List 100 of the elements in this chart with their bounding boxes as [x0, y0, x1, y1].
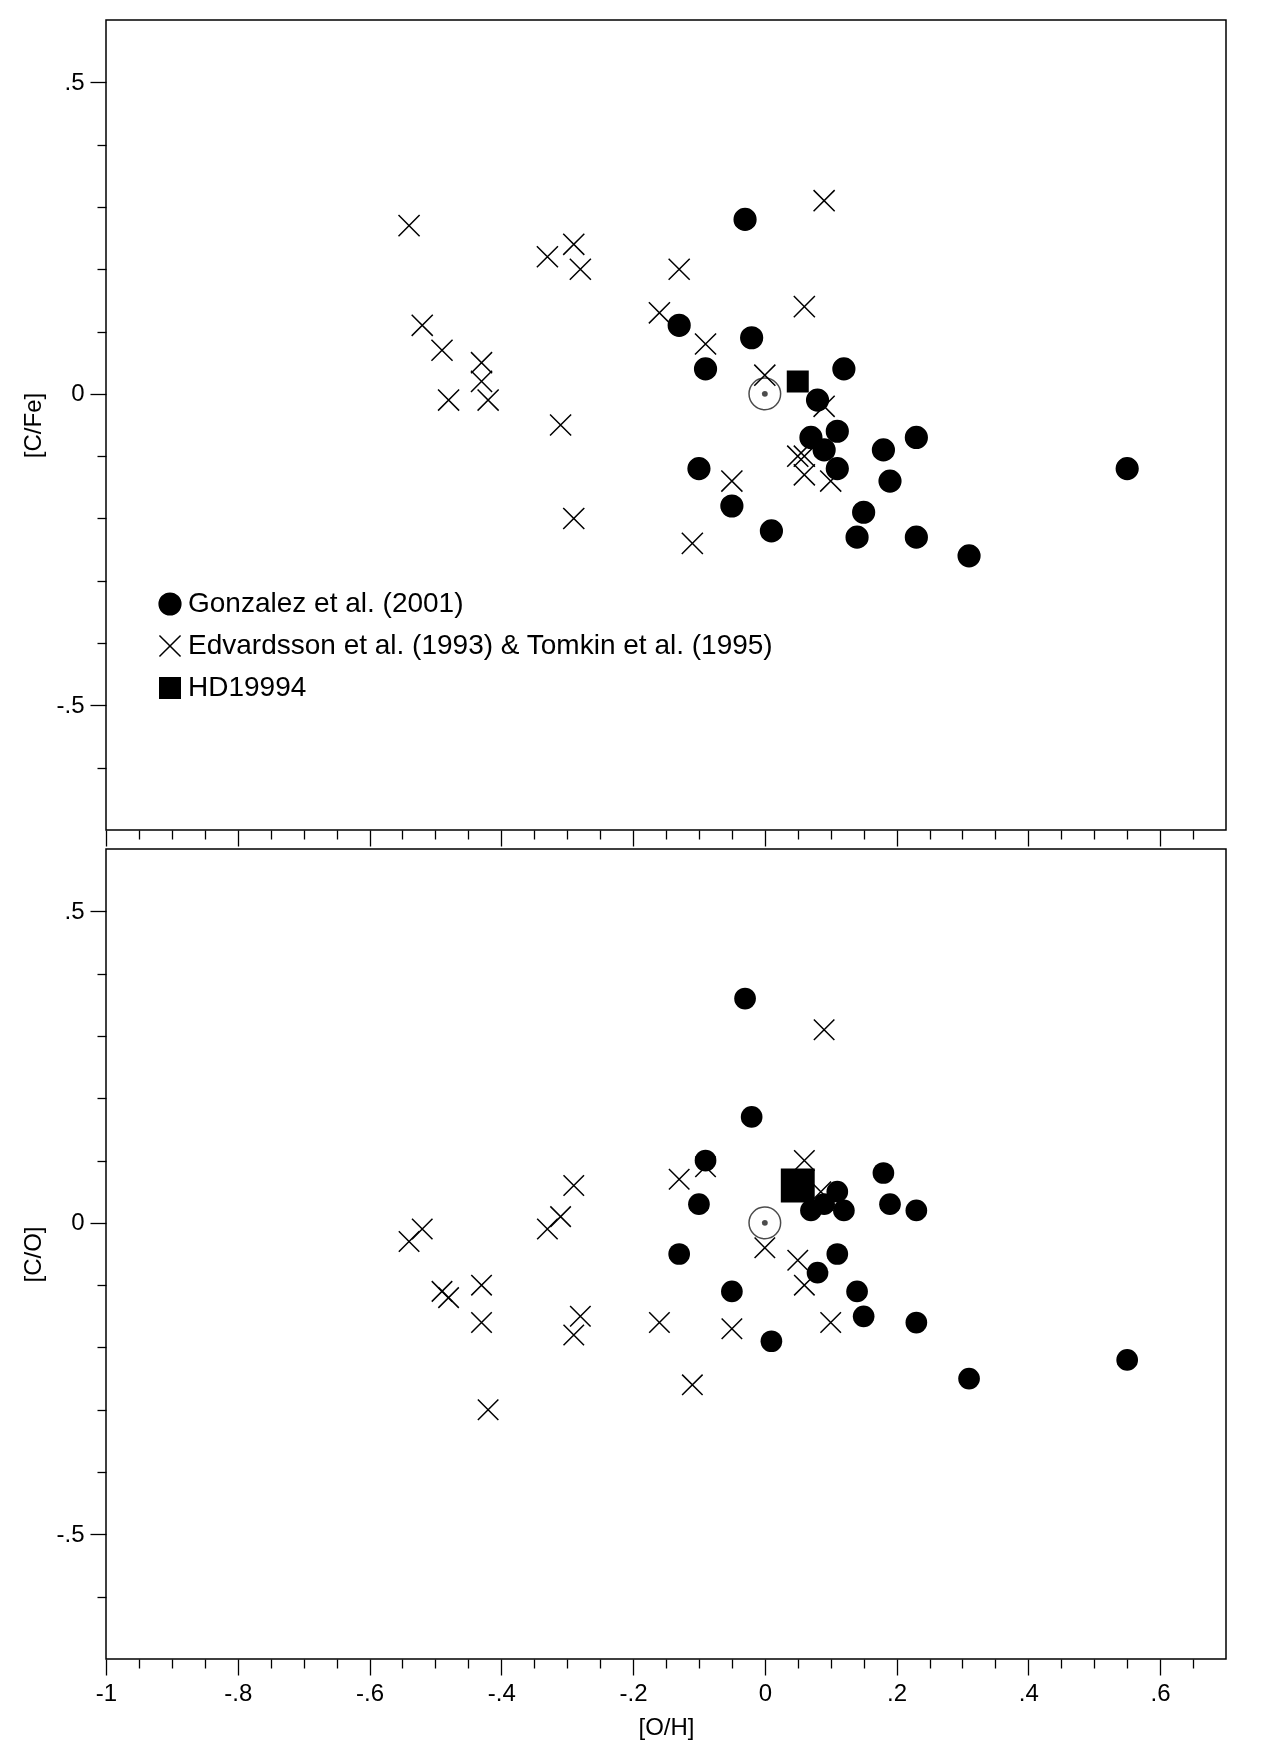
point: [759, 519, 783, 543]
point: [549, 413, 572, 437]
point: [720, 1317, 743, 1340]
point: [812, 438, 836, 462]
point: [431, 1280, 453, 1303]
point: [681, 532, 704, 555]
point: [562, 507, 586, 530]
x-tick-label: 0: [758, 1678, 772, 1706]
point: [812, 395, 836, 418]
x-tick-label: .4: [1018, 1678, 1039, 1706]
point: [957, 544, 981, 568]
point: [477, 1398, 500, 1421]
point: [721, 1280, 743, 1303]
point: [397, 214, 421, 237]
x-tick-label: -1: [95, 1678, 118, 1706]
point: [648, 1311, 671, 1334]
point: [793, 444, 816, 468]
point: [437, 388, 460, 412]
point: [753, 363, 777, 387]
point: [694, 1155, 717, 1178]
point: [819, 1311, 842, 1334]
point: [470, 370, 493, 393]
point: [786, 1249, 809, 1272]
point: [793, 295, 816, 318]
point: [1115, 457, 1139, 481]
point: [793, 1274, 816, 1297]
point: [733, 207, 757, 231]
point: [904, 525, 928, 549]
point: [825, 419, 849, 443]
point: [748, 377, 782, 411]
x-axis-title: [O/H]: [638, 1712, 695, 1740]
y-tick-label: -.5: [56, 1519, 85, 1547]
y-tick-label: 0: [71, 379, 85, 407]
x-tick-label: -.6: [356, 1678, 385, 1706]
point: [437, 1286, 460, 1309]
point: [687, 457, 711, 481]
point: [410, 314, 434, 337]
point: [748, 1206, 782, 1240]
point: [819, 469, 842, 493]
point: [667, 257, 691, 281]
y-tick-label: .5: [64, 67, 85, 95]
x-tick-label: -.8: [224, 1678, 253, 1706]
y-axis-title: [C/O]: [19, 1226, 47, 1283]
x-tick-label: -.2: [619, 1678, 648, 1706]
point: [430, 338, 454, 362]
point: [688, 1193, 710, 1215]
point: [872, 1162, 895, 1184]
point: [569, 1305, 592, 1328]
point: [753, 1236, 776, 1259]
point: [760, 1330, 783, 1353]
point: [786, 444, 810, 468]
legend-label: Edvardsson et al. (1993) & Tomkin et al. (1995): [188, 629, 773, 660]
point: [833, 1199, 855, 1222]
point: [852, 1305, 875, 1328]
point: [411, 1218, 434, 1241]
point: [904, 425, 928, 450]
point: [800, 1199, 822, 1222]
point: [549, 1205, 572, 1228]
point: [569, 257, 592, 281]
x-tick-label: .6: [1150, 1678, 1171, 1706]
point: [681, 1373, 704, 1396]
point: [694, 332, 717, 356]
point: [562, 1324, 585, 1346]
x-tick-label: -.4: [487, 1678, 516, 1706]
legend-label: HD19994: [188, 671, 307, 702]
point: [693, 357, 718, 381]
point: [878, 469, 902, 493]
point: [668, 1168, 691, 1191]
point: [562, 1174, 585, 1197]
y-axis-title: [C/Fe]: [19, 392, 47, 459]
y-tick-label: -.5: [56, 690, 85, 718]
point: [852, 500, 876, 524]
point: [536, 1218, 559, 1241]
point: [536, 245, 559, 269]
point: [668, 1243, 691, 1265]
point: [476, 388, 500, 412]
point: [398, 1230, 421, 1253]
point: [720, 494, 744, 518]
point: [806, 1261, 829, 1284]
point: [470, 1274, 493, 1297]
y-tick-label: 0: [71, 1208, 85, 1236]
point: [832, 357, 856, 381]
point: [786, 370, 809, 393]
point: [780, 1168, 815, 1203]
point: [826, 1180, 849, 1203]
legend-label: Gonzalez et al. (2001): [188, 587, 464, 618]
point: [720, 469, 744, 493]
point: [905, 1311, 928, 1334]
point: [470, 351, 493, 374]
point: [879, 1193, 901, 1215]
point: [826, 1243, 849, 1265]
point: [813, 1018, 836, 1041]
point: [470, 1311, 493, 1334]
x-tick-label: .2: [887, 1678, 908, 1706]
point: [812, 189, 836, 212]
point: [562, 233, 586, 256]
point: [667, 313, 691, 337]
point: [1116, 1349, 1139, 1371]
point: [871, 438, 895, 462]
point: [905, 1199, 928, 1222]
